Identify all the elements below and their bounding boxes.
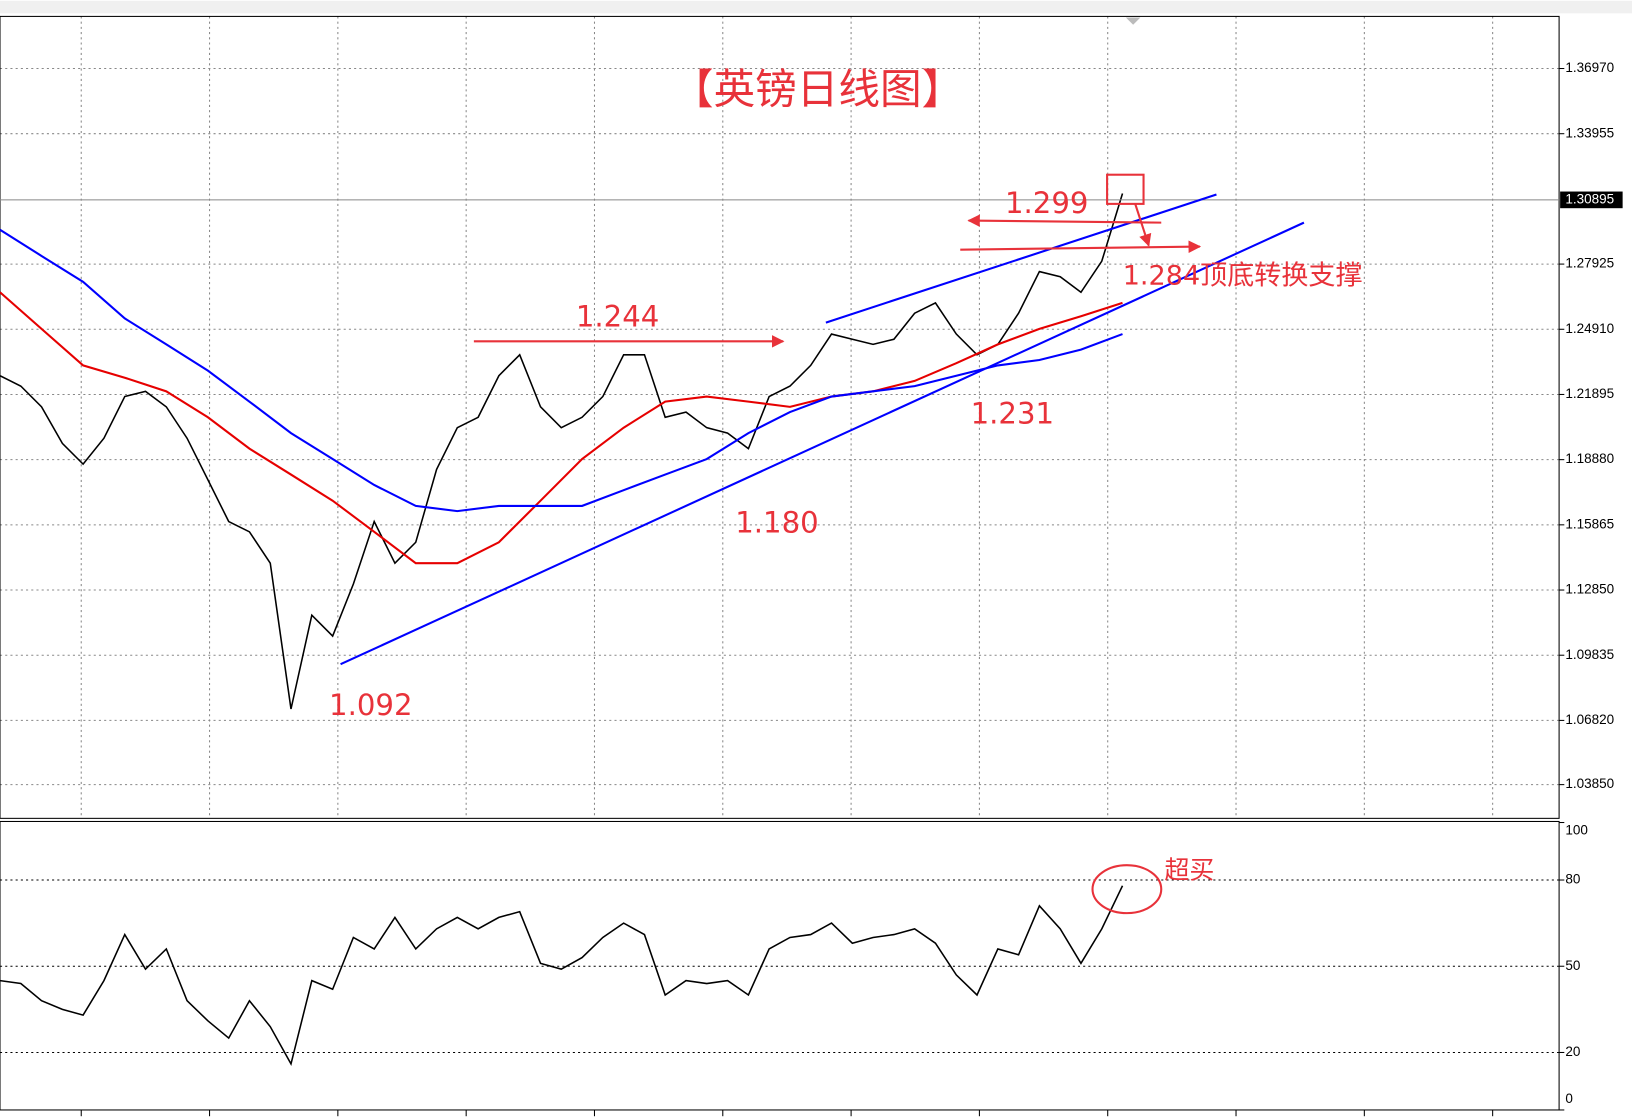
annotation: 1.092 [329,688,412,722]
series-line [0,228,1123,513]
annotation: 1.244 [576,299,659,333]
rsi-panel [0,820,1560,1111]
arrow [960,240,1202,253]
grid [0,16,1560,1117]
y-tick-label: 1.03850 [1565,776,1614,791]
annotation: 1.231 [971,396,1054,430]
annotation: 1.299 [1005,186,1088,220]
y-tick-label: 50 [1565,958,1580,973]
arrow [1134,203,1152,247]
y-tick-label: 1.21895 [1565,386,1614,401]
last-price-label: 1.30895 [1565,191,1614,206]
arrow [967,214,1162,227]
series-line [0,291,1123,565]
y-tick-label: 1.15865 [1565,516,1614,531]
chart-title: 【英镑日线图】 [672,64,963,113]
y-tick-label: 1.12850 [1565,582,1614,597]
y-tick-label: 0 [1565,1091,1573,1106]
y-tick-label: 1.06820 [1565,712,1614,727]
drawings [340,173,1305,915]
series-line [0,885,1124,1067]
y-tick-label: 1.18880 [1565,451,1614,466]
annotation: 超买 [1164,855,1214,884]
y-tick-label: 20 [1565,1044,1580,1059]
y-tick-label: 1.33955 [1565,125,1614,140]
channel-line [825,193,1217,324]
annotation: 1.180 [735,506,818,540]
y-tick-label: 100 [1565,822,1588,837]
last-price-box [1560,191,1623,209]
y-tick-label: 80 [1565,872,1580,887]
trend-line [340,221,1305,666]
y-tick-label: 1.24910 [1565,321,1614,336]
overbought-circle [1091,864,1163,915]
plot: 1.36970 1.33955 1.27925 1.24910 1.21895 1.188… [0,60,1623,1111]
price-panel [0,15,1560,819]
y-tick-label: 1.09835 [1565,647,1614,662]
y-tick-label: 1.27925 [1565,256,1614,271]
y-tick-label: 1.36970 [1565,60,1614,75]
shift-marker [1125,17,1141,25]
highlight-box [1106,173,1145,205]
series-line [0,193,1124,710]
annotation: 1.284顶底转换支撑 [1123,260,1363,291]
top-bar [0,0,1632,14]
